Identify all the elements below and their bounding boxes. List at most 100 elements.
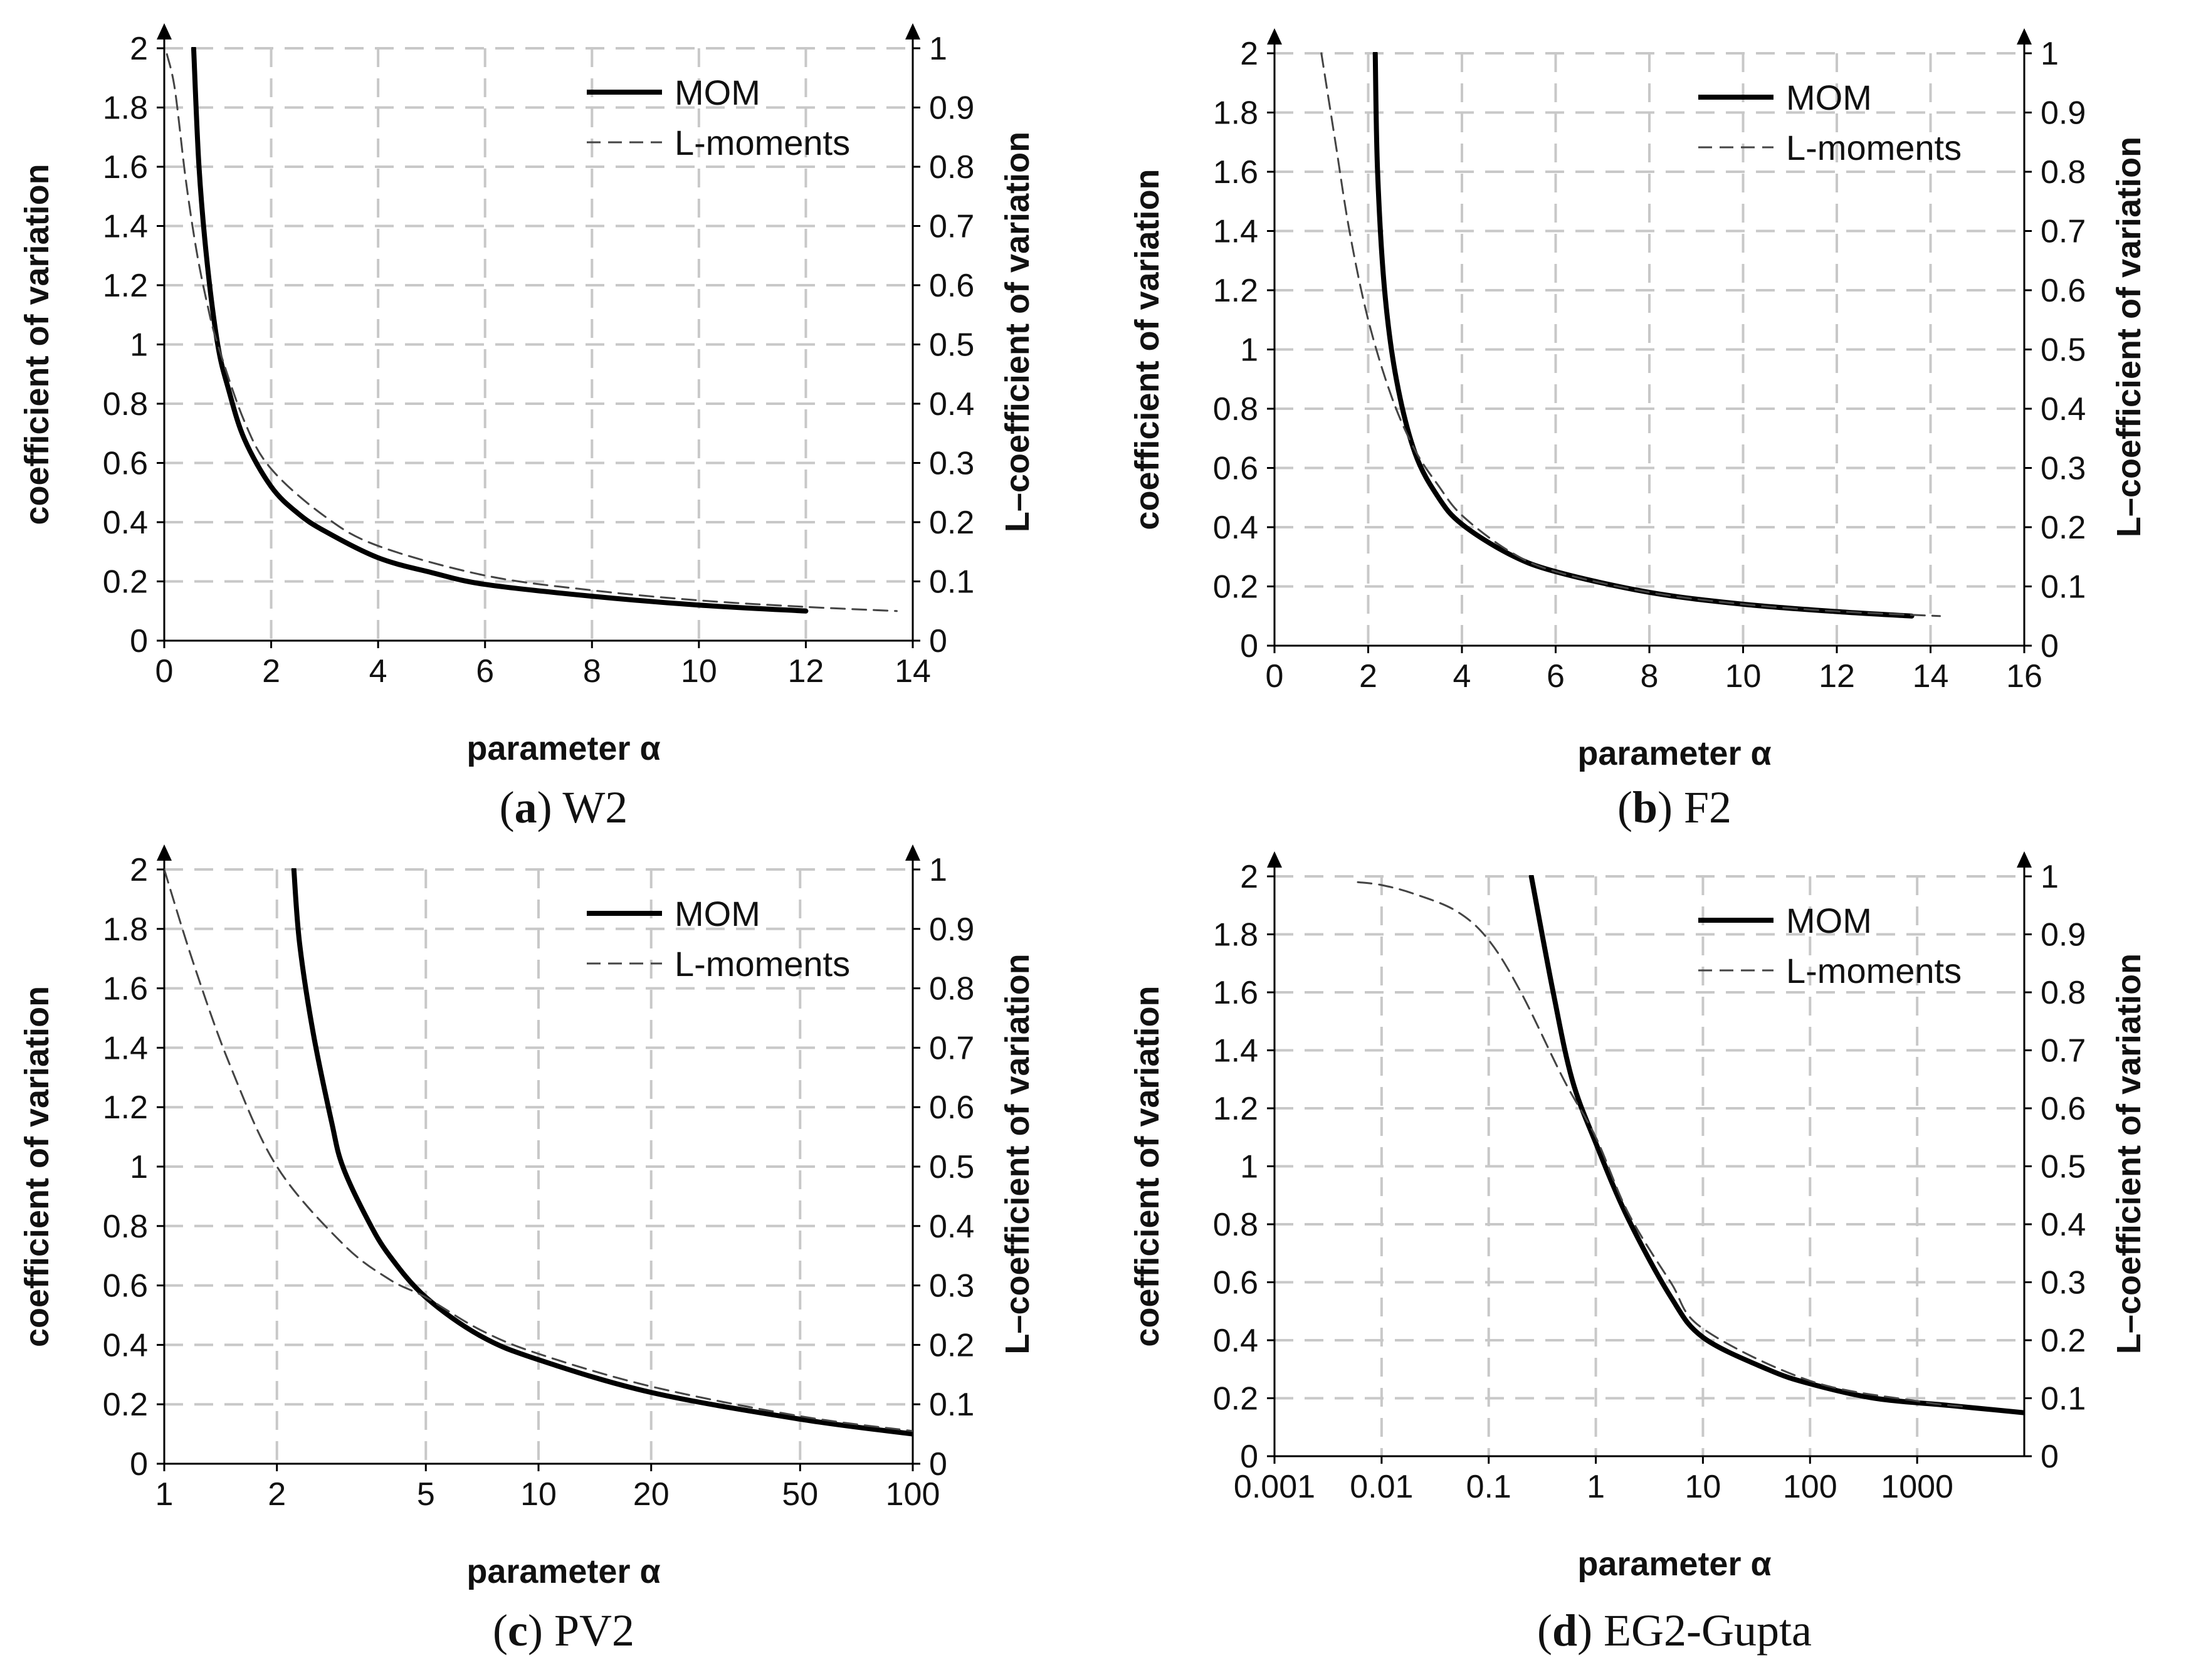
legend-label: L-moments [675,944,850,984]
y-axis-title-left: coefficient of variation [1128,985,1166,1347]
y-axis-title-right: L–coefficient of variation [2110,137,2148,537]
x-tick-label: 12 [1819,658,1855,695]
y-tick-label-right: 0.8 [929,971,974,1007]
panel-a: 0 2 4 6 8 10 12 1400.20.40.60.811.21.41.61.8200… [18,23,1036,832]
x-tick-label: 20 [633,1476,670,1513]
legend-label: L-moments [1786,128,1962,167]
y-tick-label-left: 1.6 [1213,975,1258,1011]
x-tick-label: 16 [2006,658,2042,695]
y-axis-left-arrow [1267,28,1282,45]
legend-label: MOM [675,73,760,112]
y-tick-label-right: 0.4 [2041,1207,2086,1243]
y-tick-label-left: 0 [1240,1439,1258,1475]
x-tick-label: 50 [782,1476,818,1513]
y-tick-label-right: 0.1 [2041,1381,2086,1417]
caption-title: F2 [1684,782,1731,832]
y-axis-title-left: coefficient of variation [18,986,56,1347]
y-tick-label-right: 0.8 [2041,975,2086,1011]
y-tick-label-left: 1.4 [103,1030,148,1066]
y-axis-right-arrow [905,844,920,861]
x-tick-label: 8 [1641,658,1659,695]
y-tick-label-left: 1.2 [103,268,148,304]
series-line-mom [1528,875,2024,1415]
y-tick-label-left: 0.8 [1213,1207,1258,1243]
y-tick-label-left: 1.4 [1213,1033,1258,1069]
caption-label: d [1552,1605,1577,1656]
x-tick-label: 14 [895,653,931,690]
legend-label: MOM [675,894,760,933]
x-tick-label: 0 [155,653,174,690]
y-tick-label-left: 0.4 [103,1327,148,1363]
series-line-mom [191,47,809,614]
y-tick-label-right: 1 [929,31,947,67]
y-tick-label-left: 0.4 [103,505,148,541]
y-axis-left-arrow [157,23,172,39]
y-tick-label-left: 0.8 [1213,391,1258,428]
y-tick-label-right: 0.2 [2041,510,2086,546]
x-tick-label: 14 [1913,658,1949,695]
caption-label: c [508,1605,528,1656]
panel-caption: (d) EG2-Gupta [1537,1605,1812,1656]
caption-label: a [515,782,537,832]
panel-b: 0 2 4 6 8 10 12 14 1600.20.40.60.811.21.41.61.82… [1128,28,2148,832]
y-tick-label-right: 0.6 [929,1089,974,1126]
y-tick-label-left: 1.4 [103,209,148,245]
y-tick-label-right: 0.7 [929,209,974,245]
series-line-l-moments [166,53,898,612]
y-tick-label-left: 1 [1240,1149,1258,1185]
y-tick-label-left: 1.8 [103,90,148,127]
y-tick-label-left: 0.6 [103,446,148,482]
x-tick-label: 0.01 [1350,1469,1413,1505]
y-tick-label-right: 0.3 [929,446,974,482]
legend-label: L-moments [675,123,850,162]
y-tick-label-right: 0.3 [929,1268,974,1305]
y-tick-label-right: 0.6 [2041,273,2086,309]
y-tick-label-right: 0.8 [2041,154,2086,191]
y-axis-title-right: L–coefficient of variation [999,132,1036,532]
y-tick-label-left: 0 [130,1446,148,1483]
caption-title: W2 [562,782,628,832]
y-tick-label-left: 0.2 [103,1387,148,1423]
y-tick-label-right: 0.3 [2041,1265,2086,1301]
x-axis-title: parameter α [466,1553,660,1590]
y-axis-title-left: coefficient of variation [1128,169,1166,530]
y-tick-label-right: 0 [929,623,947,659]
y-tick-label-left: 0.2 [1213,1381,1258,1417]
y-tick-label-right: 0.8 [929,149,974,186]
caption-title: PV2 [554,1605,634,1656]
y-axis-right-arrow [2017,28,2032,45]
y-tick-label-right: 0 [2041,628,2059,664]
y-tick-label-left: 0.2 [103,564,148,601]
x-tick-label: 0.001 [1234,1469,1315,1505]
x-tick-label: 1 [1587,1469,1605,1505]
y-tick-label-right: 0.9 [929,911,974,948]
y-tick-label-right: 0.9 [929,90,974,127]
y-tick-label-right: 0.4 [929,386,974,423]
x-tick-label: 10 [1725,658,1762,695]
legend-label: MOM [1786,78,1872,117]
y-tick-label-right: 0.1 [929,1387,974,1423]
x-tick-label: 100 [886,1476,940,1513]
x-axis-title: parameter α [1577,735,1771,772]
y-tick-label-left: 1 [130,1149,148,1185]
y-axis-left-arrow [157,844,172,861]
y-tick-label-right: 0.6 [2041,1091,2086,1127]
panel-c: 1 2 5 10 20 50 10000.20.40.60.811.21.41.61.820… [18,844,1036,1656]
x-tick-label: 10 [681,653,717,690]
x-axis-title: parameter α [1577,1545,1771,1583]
y-tick-label-left: 2 [1240,859,1258,895]
y-tick-label-right: 1 [929,852,947,888]
y-tick-label-right: 0.2 [929,505,974,541]
y-tick-label-left: 0.2 [1213,569,1258,606]
series-line-mom [291,868,913,1437]
panel-caption: (c) PV2 [493,1605,634,1656]
y-axis-right-arrow [905,23,920,39]
y-tick-label-right: 0.5 [2041,1149,2086,1185]
y-tick-label-left: 0.8 [103,386,148,423]
y-axis-right-arrow [2017,851,2032,868]
y-tick-label-right: 0.9 [2041,917,2086,953]
y-tick-label-left: 0.6 [103,1268,148,1305]
y-tick-label-left: 1.2 [1213,273,1258,309]
y-tick-label-right: 0 [2041,1439,2059,1475]
y-tick-label-right: 0.4 [2041,391,2086,428]
